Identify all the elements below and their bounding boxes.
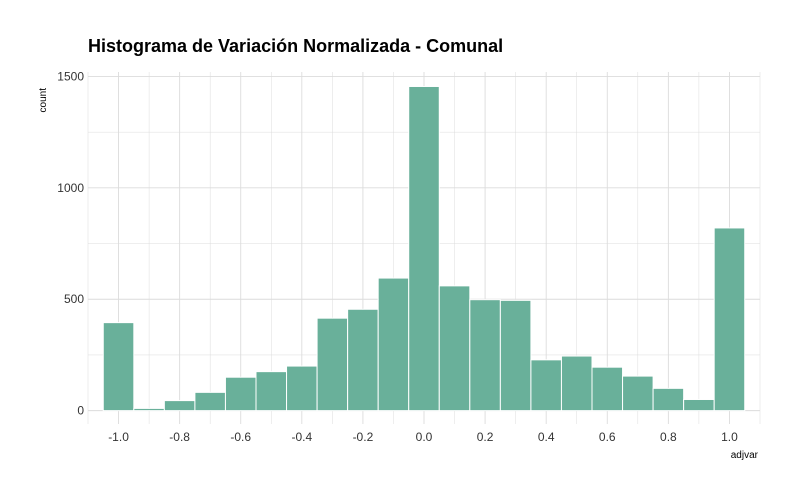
histogram-bar: [652, 387, 685, 412]
x-tick-label: 0.2: [477, 430, 494, 444]
histogram-bar: [408, 85, 440, 412]
x-tick-label: 0.8: [660, 430, 677, 444]
histogram-bar: [224, 376, 257, 412]
x-tick-label: -0.6: [230, 430, 251, 444]
histogram-bar: [713, 227, 746, 412]
histogram-bar: [255, 371, 288, 412]
y-axis-title: count: [38, 88, 49, 113]
x-tick-label: -0.4: [291, 430, 312, 444]
histogram-bar: [163, 400, 196, 412]
x-tick-label: 0.6: [599, 430, 616, 444]
histogram-bar: [102, 322, 135, 412]
x-tick-label: -1.0: [108, 430, 129, 444]
histogram-bar: [316, 317, 349, 412]
histogram-bar: [377, 277, 410, 412]
histogram-bar: [499, 299, 532, 412]
y-tick-label: 0: [77, 404, 84, 418]
y-tick-label: 500: [64, 292, 84, 306]
x-tick-labels: -1.0 -0.8 -0.6 -0.4 -0.2 0.0 0.2 0.4 0.6 0.8 1.0: [108, 430, 738, 444]
histogram-bar: [530, 359, 562, 412]
y-tick-label: 1500: [57, 69, 84, 83]
histogram-bar: [683, 398, 715, 412]
histogram-bar: [469, 299, 501, 412]
x-tick-label: 1.0: [721, 430, 738, 444]
histogram-bar: [438, 285, 471, 412]
histogram-bars: [102, 85, 746, 412]
histogram-bar: [286, 365, 318, 412]
histogram-bar: [622, 375, 654, 412]
histogram-bar: [133, 407, 165, 412]
histogram-bar: [194, 391, 226, 412]
y-tick-labels: 0 500 1000 1500: [57, 69, 84, 417]
y-tick-label: 1000: [57, 181, 84, 195]
histogram-bar: [560, 355, 593, 412]
x-tick-label: -0.8: [169, 430, 190, 444]
x-tick-label: 0.4: [538, 430, 555, 444]
chart-title: Histograma de Variación Normalizada - Co…: [88, 36, 504, 56]
histogram-bar: [591, 366, 624, 412]
histogram-bar: [347, 308, 379, 412]
x-tick-label: 0.0: [416, 430, 433, 444]
x-tick-label: -0.2: [353, 430, 374, 444]
x-axis-title: adjvar: [731, 450, 759, 461]
